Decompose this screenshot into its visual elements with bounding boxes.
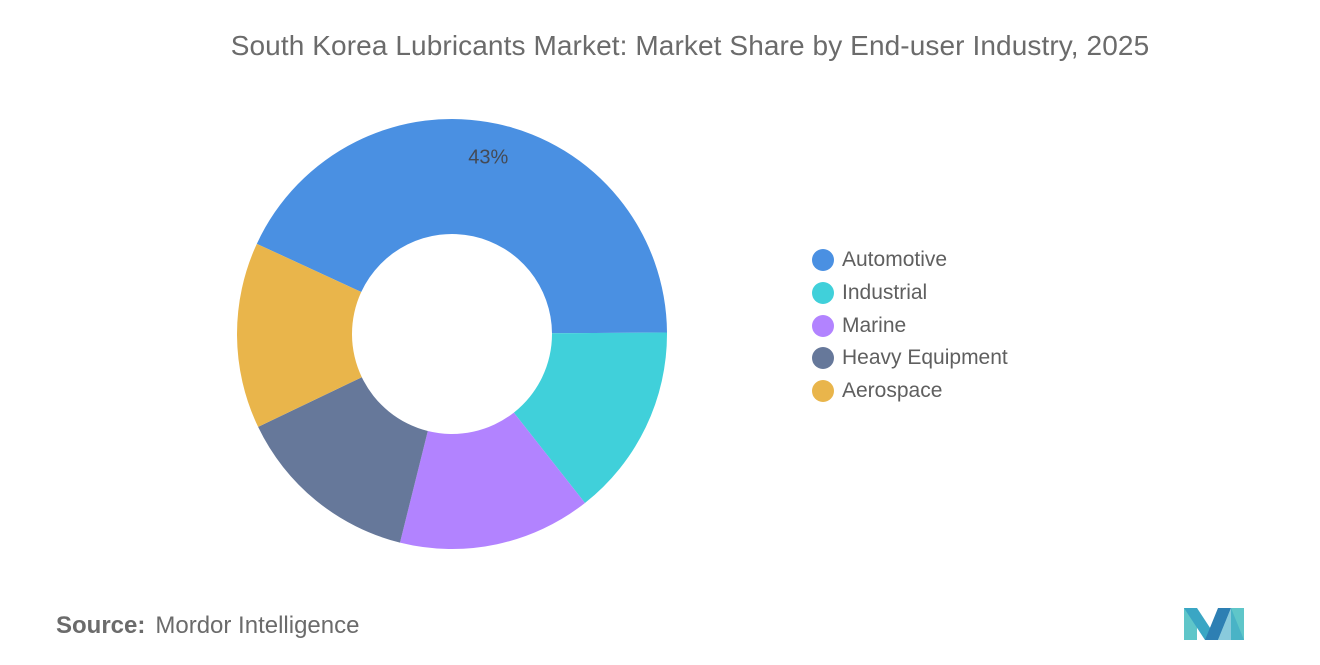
legend-item-heavy-equipment: Heavy Equipment bbox=[812, 342, 1008, 375]
legend-label-automotive: Automotive bbox=[842, 248, 948, 272]
legend-label-heavy-equipment: Heavy Equipment bbox=[842, 346, 1008, 370]
legend-swatch-aerospace bbox=[812, 380, 834, 403]
donut-slice-marine bbox=[399, 412, 585, 549]
source-note: Source: Mordor Intelligence bbox=[56, 612, 359, 640]
donut-slice-automotive bbox=[256, 119, 667, 334]
legend-item-industrial: Industrial bbox=[812, 277, 1008, 310]
mordor-logo-icon bbox=[1184, 608, 1244, 640]
legend-item-marine: Marine bbox=[812, 309, 1008, 342]
donut-slice-heavy-equipment bbox=[258, 377, 428, 543]
legend-item-aerospace: Aerospace bbox=[812, 375, 1008, 408]
chart-title: South Korea Lubricants Market: Market Sh… bbox=[230, 30, 1150, 61]
source-label: Source: bbox=[56, 612, 146, 639]
chart-legend: Automotive Industrial Marine Heavy Equipmen… bbox=[812, 244, 1008, 407]
legend-label-marine: Marine bbox=[842, 313, 907, 337]
legend-swatch-marine bbox=[812, 314, 834, 337]
legend-swatch-industrial bbox=[812, 282, 834, 305]
legend-label-industrial: Industrial bbox=[842, 281, 928, 305]
legend-label-aerospace: Aerospace bbox=[842, 379, 943, 403]
legend-swatch-heavy-equipment bbox=[812, 347, 834, 370]
legend-item-automotive: Automotive bbox=[812, 244, 1008, 277]
legend-swatch-automotive bbox=[812, 249, 834, 272]
data-label-automotive: 43% bbox=[468, 147, 508, 169]
donut-slice-industrial bbox=[513, 332, 667, 503]
donut-slice-aerospace bbox=[237, 243, 362, 427]
source-value: Mordor Intelligence bbox=[155, 612, 360, 639]
